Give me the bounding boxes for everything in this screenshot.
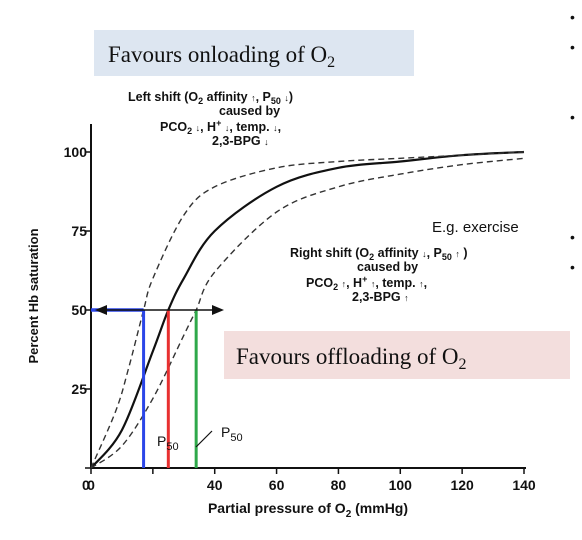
x-tick-label: 140 <box>512 477 536 493</box>
right-shift-line-3: PCO2 ↑, H+ ↑, temp. ↑, <box>306 274 427 292</box>
x-tick-label: 40 <box>207 477 223 493</box>
x-tick-label: 120 <box>450 477 474 493</box>
offloading-callout-box <box>224 331 570 379</box>
onloading-callout-text: Favours onloading of O2 <box>108 42 335 71</box>
onloading-callout-box <box>94 30 414 76</box>
right-shift-line-4: 2,3-BPG ↑ <box>352 290 409 304</box>
left-shift-curve <box>90 151 525 469</box>
right-shift-curve <box>90 157 525 469</box>
offloading-callout-text: Favours offloading of O2 <box>236 344 467 373</box>
right-shift-line-2: caused by <box>357 260 418 274</box>
left-shift-line-3: PCO2 ↓, H+ ↓, temp. ↓, <box>160 118 281 136</box>
bullet-4: • <box>570 229 575 245</box>
y-tick-label: 50 <box>71 302 87 318</box>
shift-arrow-left-head <box>95 305 107 315</box>
x-tick-label: 0 <box>87 477 95 493</box>
bullet-1: • <box>570 9 575 25</box>
side-bullets: • • • • • <box>570 9 575 275</box>
right-shift-line-1: Right shift (O2 affinity ↓, P50 ↑ ) <box>290 246 468 262</box>
x-tick-label: 100 <box>389 477 413 493</box>
y-tick-label: 25 <box>71 381 87 397</box>
p50-label-left: P50 <box>157 433 179 453</box>
left-shift-line-4: 2,3-BPG ↓ <box>212 134 269 148</box>
bullet-2: • <box>570 39 575 55</box>
p50-label-right: P50 <box>221 424 243 444</box>
x-origin-label: 0 <box>82 477 90 493</box>
example-label: E.g. exercise <box>432 219 519 236</box>
p50-markers <box>91 305 224 468</box>
x-tick-label: 80 <box>331 477 347 493</box>
p50-leader-line <box>195 430 213 448</box>
y-tick-label: 75 <box>71 223 87 239</box>
left-shift-annotation: Left shift (O2 affinity ↑, P50 ↓) caused… <box>128 90 293 148</box>
right-shift-annotation: Right shift (O2 affinity ↓, P50 ↑ ) caus… <box>290 246 468 304</box>
left-shift-line-1: Left shift (O2 affinity ↑, P50 ↓) <box>128 90 293 106</box>
x-axis-label: Partial pressure of O2 (mmHg) <box>208 500 408 520</box>
y-tick-label: 100 <box>64 144 88 160</box>
bullet-3: • <box>570 109 575 125</box>
left-shift-line-2: caused by <box>219 104 280 118</box>
x-tick-label: 60 <box>269 477 285 493</box>
axis-ticks: 0 40 60 80 100 120 140 25 50 75 100 <box>64 144 536 493</box>
y-axis-label: Percent Hb saturation <box>26 228 41 363</box>
shift-arrow-right-head <box>211 305 224 315</box>
bullet-5: • <box>570 259 575 275</box>
